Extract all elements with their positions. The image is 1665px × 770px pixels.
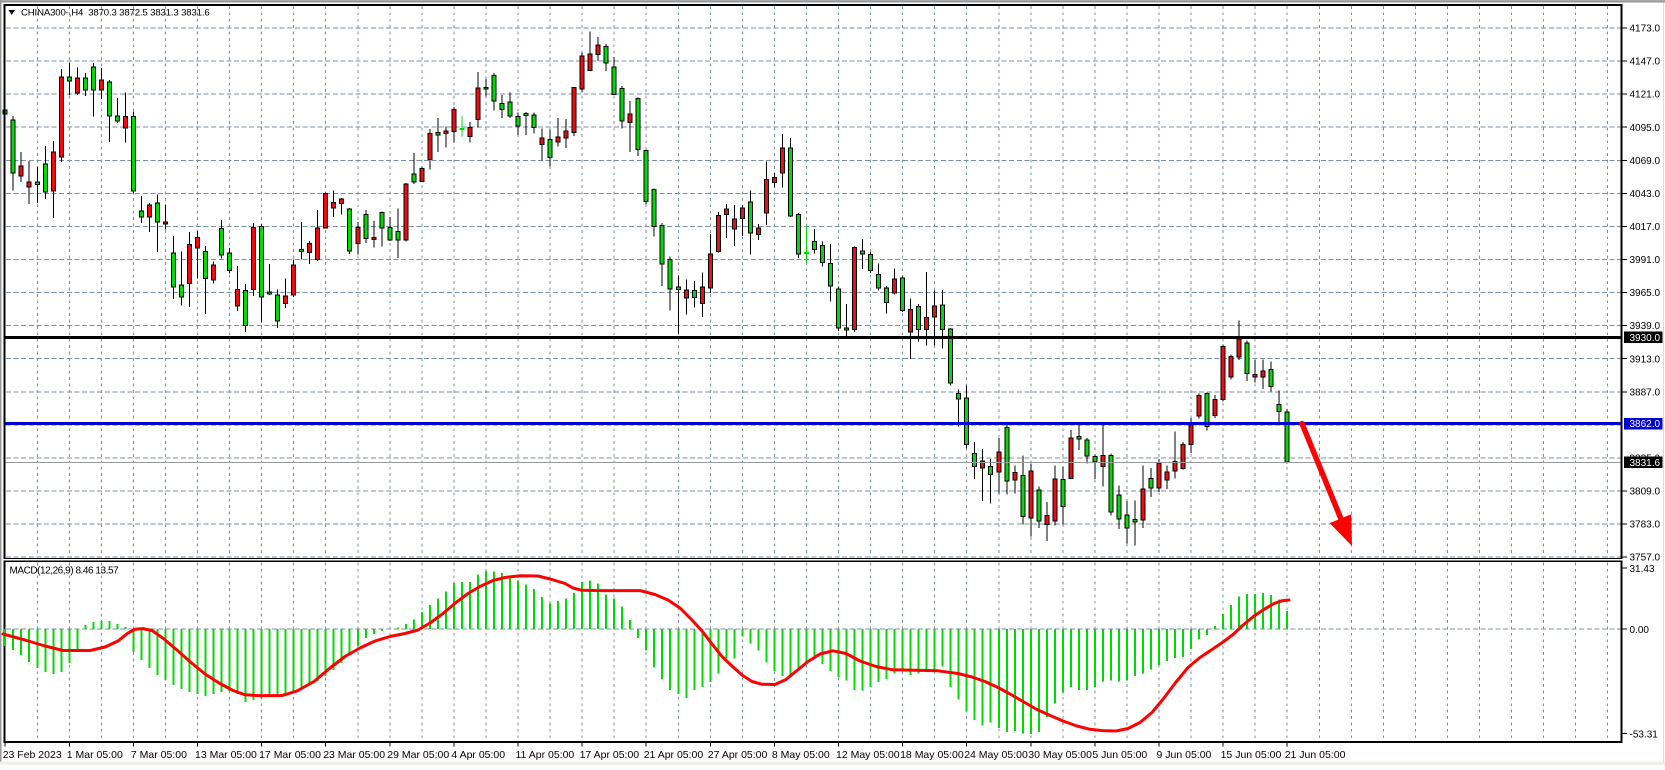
svg-text:3991.0: 3991.0 (1630, 255, 1661, 266)
svg-text:8 May 05:00: 8 May 05:00 (772, 749, 830, 761)
svg-text:17 Mar 05:00: 17 Mar 05:00 (259, 749, 321, 761)
svg-text:3930.0: 3930.0 (1630, 333, 1661, 344)
svg-text:4069.0: 4069.0 (1630, 156, 1661, 167)
svg-text:CHINA300-,H4 3870.3 3872.5 38: CHINA300-,H4 3870.3 3872.5 3831.3 3831.6 (21, 8, 210, 19)
svg-text:23 Mar 05:00: 23 Mar 05:00 (323, 749, 385, 761)
svg-text:3783.0: 3783.0 (1630, 520, 1661, 531)
svg-text:3757.0: 3757.0 (1630, 553, 1661, 564)
svg-text:0.00: 0.00 (1630, 625, 1650, 636)
svg-text:30 May 05:00: 30 May 05:00 (1028, 749, 1092, 761)
svg-text:15 Jun 05:00: 15 Jun 05:00 (1221, 749, 1282, 761)
svg-text:3887.0: 3887.0 (1630, 387, 1661, 398)
svg-text:3831.6: 3831.6 (1630, 458, 1661, 469)
svg-text:9 Jun 05:00: 9 Jun 05:00 (1157, 749, 1212, 761)
svg-text:18 May 05:00: 18 May 05:00 (900, 749, 964, 761)
svg-text:4173.0: 4173.0 (1630, 24, 1661, 35)
svg-text:7 Mar 05:00: 7 Mar 05:00 (131, 749, 187, 761)
svg-text:29 Mar 05:00: 29 Mar 05:00 (387, 749, 449, 761)
svg-text:4 Apr 05:00: 4 Apr 05:00 (451, 749, 505, 761)
svg-text:12 May 05:00: 12 May 05:00 (836, 749, 900, 761)
svg-text:3965.0: 3965.0 (1630, 288, 1661, 299)
svg-text:3913.0: 3913.0 (1630, 354, 1661, 365)
svg-text:13 Mar 05:00: 13 Mar 05:00 (195, 749, 257, 761)
svg-text:4147.0: 4147.0 (1630, 57, 1661, 68)
svg-text:4095.0: 4095.0 (1630, 123, 1661, 134)
svg-text:23 Feb 2023: 23 Feb 2023 (3, 749, 62, 761)
svg-text:3809.0: 3809.0 (1630, 487, 1661, 498)
svg-text:11 Apr 05:00: 11 Apr 05:00 (516, 749, 575, 761)
svg-text:4043.0: 4043.0 (1630, 189, 1661, 200)
svg-text:4017.0: 4017.0 (1630, 222, 1661, 233)
svg-text:3939.0: 3939.0 (1630, 321, 1661, 332)
svg-text:21 Jun 05:00: 21 Jun 05:00 (1285, 749, 1346, 761)
svg-text:1 Mar 05:00: 1 Mar 05:00 (67, 749, 123, 761)
svg-text:-53.31: -53.31 (1630, 730, 1659, 741)
svg-text:3862.0: 3862.0 (1630, 419, 1661, 430)
svg-text:5 Jun 05:00: 5 Jun 05:00 (1092, 749, 1147, 761)
svg-text:MACD(12,26,9) 8.46 13.57: MACD(12,26,9) 8.46 13.57 (10, 566, 120, 577)
svg-text:27 Apr 05:00: 27 Apr 05:00 (708, 749, 768, 761)
svg-text:4121.0: 4121.0 (1630, 90, 1661, 101)
svg-text:17 Apr 05:00: 17 Apr 05:00 (580, 749, 640, 761)
svg-text:31.43: 31.43 (1630, 564, 1655, 575)
svg-text:21 Apr 05:00: 21 Apr 05:00 (644, 749, 704, 761)
svg-text:24 May 05:00: 24 May 05:00 (964, 749, 1028, 761)
